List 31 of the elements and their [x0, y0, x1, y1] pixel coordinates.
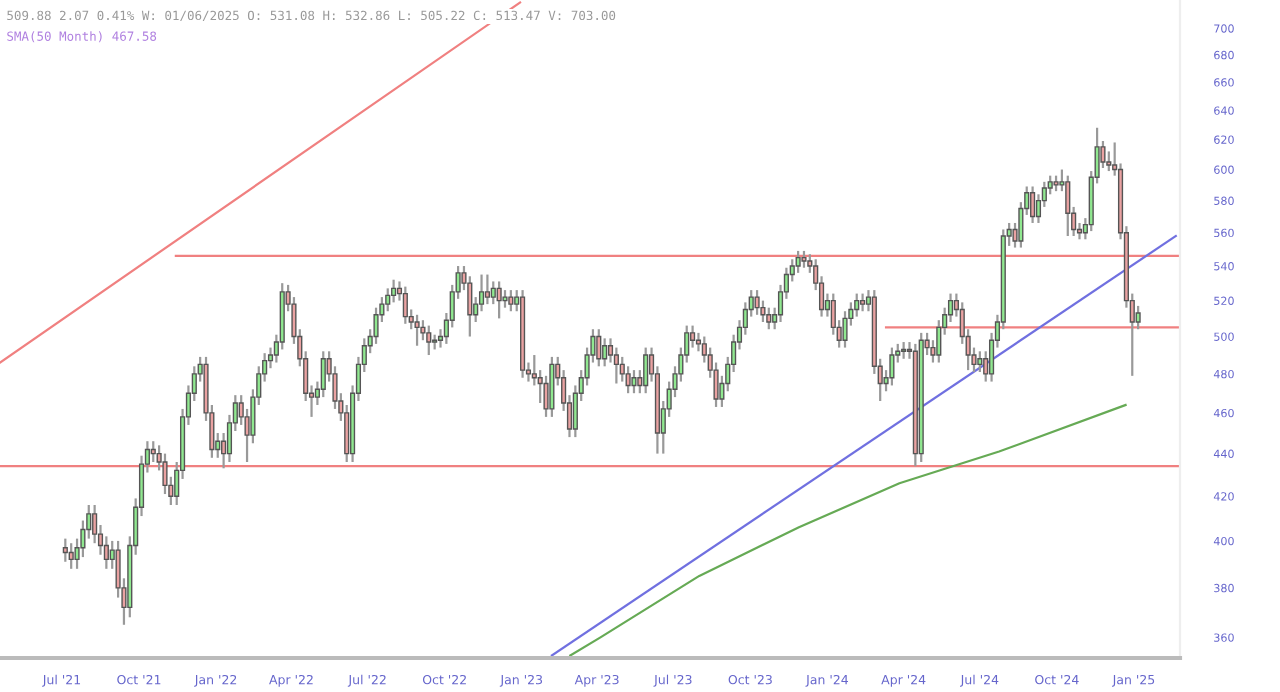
candlestick [643, 346, 649, 395]
candlestick [68, 542, 74, 570]
candlestick [842, 310, 848, 349]
candlestick [613, 346, 619, 385]
candlestick [860, 292, 866, 313]
candlestick [426, 324, 432, 357]
candlestick [320, 350, 326, 399]
candlestick [549, 355, 555, 418]
candlestick [62, 537, 68, 563]
candlestick [602, 337, 608, 368]
candlestick [1065, 174, 1071, 238]
candlestick [766, 306, 772, 331]
candlestick [854, 292, 860, 318]
candlestick [490, 280, 496, 306]
candlestick [889, 346, 895, 387]
candlestick [1100, 139, 1106, 170]
candlestick [754, 288, 760, 316]
candlestick [414, 313, 420, 347]
candlestick [484, 273, 490, 306]
candlestick [631, 369, 637, 395]
candlestick [496, 280, 502, 320]
candlestick [1135, 304, 1141, 331]
candlestick [625, 365, 631, 395]
candlestick [977, 350, 983, 374]
candlestick [402, 285, 408, 325]
candlestick [795, 249, 801, 274]
line-series [569, 403, 1127, 657]
candlestick [596, 328, 602, 368]
candlestick [391, 278, 397, 304]
candlestick [1030, 185, 1036, 225]
candlestick [508, 288, 514, 313]
